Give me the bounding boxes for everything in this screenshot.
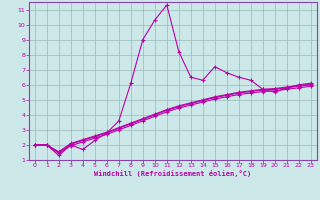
X-axis label: Windchill (Refroidissement éolien,°C): Windchill (Refroidissement éolien,°C) [94,170,252,177]
